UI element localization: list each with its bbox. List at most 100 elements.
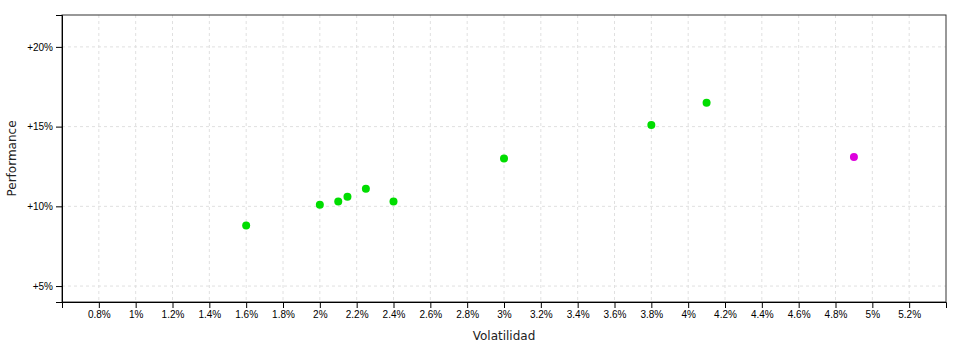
x-tick-mark [136, 302, 137, 308]
x-tick: 2.2% [346, 302, 369, 320]
x-tick: 4% [681, 302, 696, 320]
point [647, 121, 655, 129]
grid-line-x [761, 15, 762, 302]
x-tick: 2.8% [456, 302, 479, 320]
x-tick-label: 5% [866, 309, 881, 320]
y-axis-line [56, 16, 63, 303]
x-tick: 5% [866, 302, 881, 320]
series [242, 99, 710, 230]
grid-line-x [688, 15, 689, 302]
marks [242, 99, 858, 230]
x-tick-label: 2.8% [456, 309, 479, 320]
x-tick: 3% [497, 302, 512, 320]
x-tick-mark [394, 302, 395, 308]
grid-line-x [356, 15, 357, 302]
y-tick: +5% [33, 281, 62, 292]
grid-line-x [835, 15, 836, 302]
point [850, 153, 858, 161]
x-tick-label: 1.8% [272, 309, 295, 320]
x-tick-label: 3.2% [530, 309, 553, 320]
x-tick-mark [467, 302, 468, 308]
point [362, 185, 370, 193]
x-tick-mark [173, 302, 174, 308]
x-tick: 1.6% [235, 302, 258, 320]
x-tick-mark [651, 302, 652, 308]
x-tick-mark [688, 302, 689, 308]
x-tick: 5.2% [898, 302, 921, 320]
x-tick-mark [762, 302, 763, 308]
x-tick-label: 4.2% [714, 309, 737, 320]
x-tick: 3.8% [640, 302, 663, 320]
x-tick-mark [357, 302, 358, 308]
x-tick-mark [430, 302, 431, 308]
x-tick-mark [504, 302, 505, 308]
x-tick-label: 0.8% [88, 309, 111, 320]
point [334, 198, 342, 206]
x-tick: 1.8% [272, 302, 295, 320]
x-tick: 3.4% [567, 302, 590, 320]
y-tick-label: +20% [27, 42, 53, 53]
x-tick-label: 2.2% [346, 309, 369, 320]
y-tick-label: +15% [27, 121, 53, 132]
grid-line-x [467, 15, 468, 302]
grid-line-x [209, 15, 210, 302]
x-tick-mark [836, 302, 837, 308]
x-tick: 4.2% [714, 302, 737, 320]
grid-line-x [614, 15, 615, 302]
x-tick-mark [578, 302, 579, 308]
x-tick: 3.2% [530, 302, 553, 320]
grid-line-x [651, 15, 652, 302]
x-tick-label: 2.6% [419, 309, 442, 320]
x-tick-label: 3% [497, 309, 512, 320]
grid-line-x [319, 15, 320, 302]
x-axis: 0.8%1%1.2%1.4%1.6%1.8%2%2.2%2.4%2.6%2.8%… [63, 302, 947, 320]
x-tick-label: 1% [129, 309, 144, 320]
grid [62, 15, 946, 302]
y-axis: +5% +10% +15% +20% [27, 16, 62, 303]
y-axis-title: Performance [5, 120, 19, 196]
x-tick: 1.4% [198, 302, 221, 320]
x-tick-label: 1.6% [235, 309, 258, 320]
point [703, 99, 711, 107]
x-tick-mark [246, 302, 247, 308]
grid-line-x [909, 15, 910, 302]
y-tick: +15% [27, 121, 62, 132]
x-axis-line [63, 303, 947, 309]
x-tick: 4.4% [751, 302, 774, 320]
point [500, 155, 508, 163]
y-tick-mark [56, 206, 62, 207]
plot: 0.8%1%1.2%1.4%1.6%1.8%2%2.2%2.4%2.6%2.8%… [27, 15, 946, 320]
y-tick: +10% [27, 201, 62, 212]
x-tick-label: 3.8% [640, 309, 663, 320]
y-tick: +20% [27, 42, 62, 53]
grid-line-x [246, 15, 247, 302]
grid-line-x [430, 15, 431, 302]
grid-line-x [98, 15, 99, 302]
point [390, 198, 398, 206]
x-tick: 2.6% [419, 302, 442, 320]
x-tick: 2% [313, 302, 328, 320]
x-tick-mark [541, 302, 542, 308]
point [242, 221, 250, 229]
series [850, 153, 858, 161]
y-tick-label: +10% [27, 201, 53, 212]
y-tick-mark [56, 47, 62, 48]
x-tick-mark [99, 302, 100, 308]
grid-line-x [172, 15, 173, 302]
x-tick-label: 1.4% [198, 309, 221, 320]
x-tick: 0.8% [88, 302, 111, 320]
x-axis-title: Volatilidad [473, 329, 536, 343]
x-tick-label: 4.4% [751, 309, 774, 320]
x-tick-mark [615, 302, 616, 308]
point [343, 193, 351, 201]
grid-line-x [798, 15, 799, 302]
x-tick: 3.6% [604, 302, 627, 320]
x-tick: 1.2% [162, 302, 185, 320]
chart: 0.8%1%1.2%1.4%1.6%1.8%2%2.2%2.4%2.6%2.8%… [0, 0, 966, 350]
x-tick-label: 4.8% [825, 309, 848, 320]
x-tick-mark [872, 302, 873, 308]
grid-line-y [62, 126, 946, 127]
x-tick-label: 3.4% [567, 309, 590, 320]
x-tick-mark [209, 302, 210, 308]
grid-line-x [725, 15, 726, 302]
